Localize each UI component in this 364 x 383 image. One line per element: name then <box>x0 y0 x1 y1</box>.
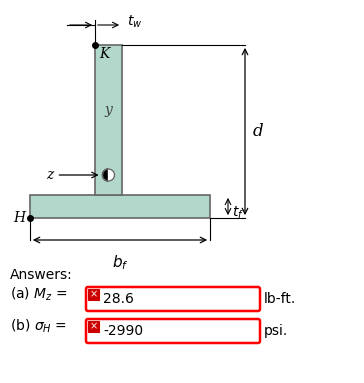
Text: $t_f$: $t_f$ <box>232 204 244 221</box>
Text: y: y <box>104 103 112 117</box>
Text: (b) $\sigma_H$ =: (b) $\sigma_H$ = <box>10 317 67 335</box>
Polygon shape <box>30 195 210 218</box>
Polygon shape <box>103 169 108 181</box>
Text: psi.: psi. <box>264 324 288 338</box>
Text: z: z <box>46 168 54 182</box>
Polygon shape <box>108 169 115 181</box>
FancyBboxPatch shape <box>86 287 260 311</box>
Text: H: H <box>13 211 25 225</box>
Text: lb-ft.: lb-ft. <box>264 292 296 306</box>
FancyBboxPatch shape <box>86 319 260 343</box>
Text: (a) $M_z$ =: (a) $M_z$ = <box>10 285 68 303</box>
Text: ×: × <box>90 321 98 332</box>
Polygon shape <box>95 45 122 195</box>
Bar <box>88 289 99 300</box>
Text: ×: × <box>90 290 98 300</box>
Text: $t_w$: $t_w$ <box>127 14 142 30</box>
Text: $b_f$: $b_f$ <box>112 253 128 272</box>
Text: Answers:: Answers: <box>10 268 73 282</box>
Text: K: K <box>99 47 109 61</box>
Text: d: d <box>253 123 264 140</box>
Text: -2990: -2990 <box>103 324 143 338</box>
Text: 28.6: 28.6 <box>103 292 134 306</box>
Bar <box>88 321 99 332</box>
